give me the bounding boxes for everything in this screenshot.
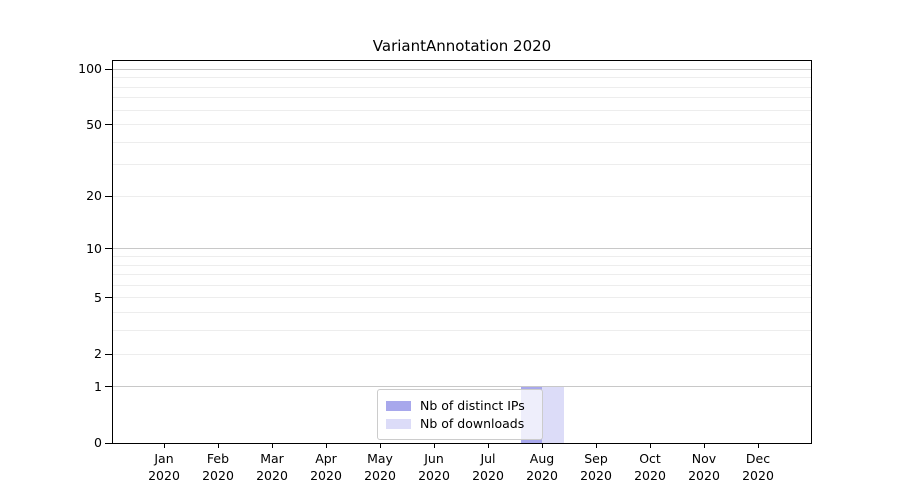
y-tick bbox=[105, 297, 112, 299]
legend-label-downloads: Nb of downloads bbox=[420, 416, 525, 431]
y-tick-label: 0 bbox=[94, 435, 102, 450]
minor-gridline bbox=[113, 86, 811, 88]
minor-gridline bbox=[113, 330, 811, 332]
legend-entry-distinct-ips: Nb of distinct IPs bbox=[386, 397, 534, 414]
minor-gridline bbox=[113, 353, 811, 355]
x-tick bbox=[595, 443, 597, 448]
x-tick bbox=[757, 443, 759, 448]
y-tick bbox=[105, 248, 112, 250]
x-tick-label: Aug 2020 bbox=[526, 451, 558, 483]
plot-area bbox=[112, 60, 812, 443]
chart-title: VariantAnnotation 2020 bbox=[372, 37, 552, 55]
legend-label-distinct-ips: Nb of distinct IPs bbox=[420, 398, 525, 413]
y-tick-label: 100 bbox=[78, 61, 102, 77]
minor-gridline bbox=[113, 109, 811, 111]
x-tick-label: Mar 2020 bbox=[256, 451, 288, 483]
x-tick bbox=[271, 443, 273, 448]
plot-border-bottom bbox=[112, 443, 812, 444]
x-tick-label: Nov 2020 bbox=[688, 451, 720, 483]
x-tick-label: Jul 2020 bbox=[472, 451, 504, 483]
x-tick-label: Jan 2020 bbox=[148, 451, 180, 483]
x-tick bbox=[487, 443, 489, 448]
y-tick bbox=[105, 195, 112, 197]
x-tick bbox=[703, 443, 705, 448]
minor-gridline bbox=[113, 124, 811, 126]
y-tick-label: 1 bbox=[94, 378, 102, 394]
plot-border-right bbox=[811, 60, 812, 444]
y-tick-label: 50 bbox=[86, 116, 102, 132]
minor-gridline bbox=[113, 274, 811, 276]
x-tick bbox=[163, 443, 165, 448]
y-tick-label: 20 bbox=[86, 188, 102, 204]
x-tick bbox=[325, 443, 327, 448]
y-tick bbox=[105, 386, 112, 388]
x-tick bbox=[541, 443, 543, 448]
legend: Nb of distinct IPs Nb of downloads bbox=[377, 389, 543, 440]
y-tick-label: 5 bbox=[94, 289, 102, 305]
x-tick-label: Oct 2020 bbox=[634, 451, 666, 483]
y-tick bbox=[105, 124, 112, 126]
x-tick-label: Dec 2020 bbox=[742, 451, 774, 483]
x-tick-label: Sep 2020 bbox=[580, 451, 612, 483]
minor-gridline bbox=[113, 284, 811, 286]
major-gridline bbox=[113, 248, 811, 250]
y-tick bbox=[105, 353, 112, 355]
x-tick bbox=[379, 443, 381, 448]
minor-gridline bbox=[113, 77, 811, 79]
legend-swatch-distinct-ips bbox=[386, 400, 411, 411]
minor-gridline bbox=[113, 264, 811, 266]
x-tick bbox=[217, 443, 219, 448]
minor-gridline bbox=[113, 312, 811, 314]
minor-gridline bbox=[113, 195, 811, 197]
x-tick-label: Apr 2020 bbox=[310, 451, 342, 483]
minor-gridline bbox=[113, 256, 811, 257]
major-gridline bbox=[113, 68, 811, 70]
x-tick-label: Feb 2020 bbox=[202, 451, 234, 483]
minor-gridline bbox=[113, 297, 811, 299]
x-tick-label: May 2020 bbox=[364, 451, 396, 483]
minor-gridline bbox=[113, 97, 811, 99]
legend-swatch-downloads bbox=[386, 418, 411, 429]
y-tick-label: 2 bbox=[94, 346, 102, 362]
major-gridline bbox=[113, 386, 811, 388]
y-tick bbox=[105, 68, 112, 70]
y-tick bbox=[105, 442, 112, 444]
y-tick-label: 10 bbox=[86, 240, 102, 256]
plot-border-left bbox=[112, 60, 113, 444]
x-tick bbox=[649, 443, 651, 448]
minor-gridline bbox=[113, 141, 811, 143]
x-tick bbox=[433, 443, 435, 448]
plot-border-top bbox=[112, 60, 812, 61]
legend-entry-downloads: Nb of downloads bbox=[386, 415, 534, 432]
minor-gridline bbox=[113, 164, 811, 166]
x-tick-label: Jun 2020 bbox=[418, 451, 450, 483]
bar-downloads bbox=[542, 386, 564, 443]
